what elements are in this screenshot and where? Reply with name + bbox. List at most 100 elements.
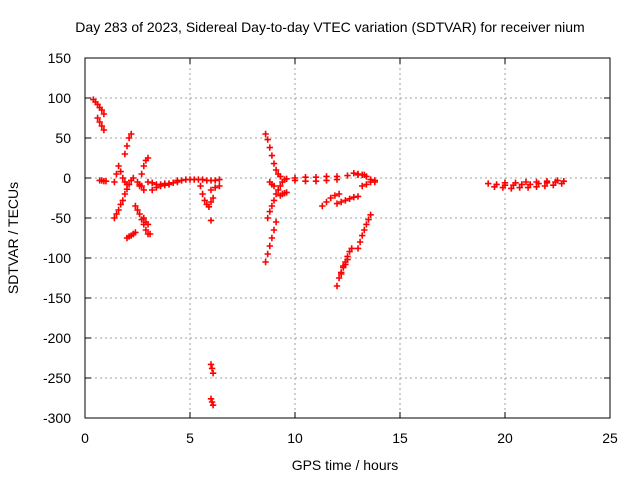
data-point bbox=[550, 182, 557, 189]
y-tick-label: 150 bbox=[48, 50, 72, 66]
data-point bbox=[216, 176, 223, 183]
data-point bbox=[128, 130, 135, 138]
data-point bbox=[359, 182, 366, 190]
data-point bbox=[140, 186, 147, 194]
data-point bbox=[134, 206, 141, 214]
data-point bbox=[121, 190, 129, 198]
y-tick-label: -250 bbox=[43, 370, 71, 386]
series-arc-1 bbox=[90, 96, 108, 134]
data-point bbox=[201, 197, 208, 204]
data-point bbox=[115, 206, 122, 214]
data-point bbox=[207, 186, 215, 194]
data-point bbox=[312, 178, 320, 185]
data-point bbox=[266, 208, 273, 215]
data-point bbox=[98, 122, 105, 130]
data-point bbox=[119, 197, 126, 204]
series-arc-8 bbox=[136, 154, 152, 190]
data-point bbox=[136, 210, 143, 218]
series-arc-6 bbox=[123, 229, 139, 242]
data-point bbox=[333, 282, 341, 290]
data-point bbox=[354, 193, 362, 200]
data-point bbox=[359, 171, 366, 178]
data-point bbox=[146, 230, 154, 238]
y-tick-label: 50 bbox=[55, 130, 71, 146]
series-arc-20 bbox=[262, 218, 280, 266]
data-point bbox=[363, 221, 370, 228]
series-arc-18 bbox=[207, 395, 217, 409]
x-tick-label: 25 bbox=[602, 430, 618, 446]
series-arc-15 bbox=[207, 182, 223, 194]
data-point bbox=[117, 201, 124, 208]
data-point bbox=[138, 170, 145, 178]
x-tick-label: 0 bbox=[81, 430, 89, 446]
data-point bbox=[165, 181, 173, 188]
series-arc-3 bbox=[111, 174, 137, 222]
data-point bbox=[96, 118, 103, 126]
series-arc-13 bbox=[174, 176, 223, 184]
y-tick-label: -100 bbox=[43, 250, 71, 266]
data-point bbox=[323, 198, 330, 206]
data-point bbox=[209, 402, 217, 409]
data-point bbox=[356, 238, 364, 246]
data-point bbox=[512, 179, 519, 186]
series-arc-21 bbox=[264, 176, 288, 222]
series-arc-5 bbox=[121, 130, 135, 158]
x-tick-label: 15 bbox=[392, 430, 408, 446]
data-point bbox=[140, 162, 147, 170]
series-arc-26 bbox=[319, 190, 343, 210]
data-point bbox=[115, 162, 122, 170]
data-point bbox=[264, 136, 271, 143]
data-point bbox=[499, 184, 507, 191]
data-point bbox=[272, 166, 280, 174]
series-arc-19 bbox=[262, 130, 284, 180]
data-point bbox=[342, 261, 349, 268]
chart-title: Day 283 of 2023, Sidereal Day-to-day VTE… bbox=[75, 19, 584, 35]
data-point bbox=[333, 200, 341, 207]
data-point bbox=[333, 176, 341, 183]
series-arc-31 bbox=[354, 211, 374, 252]
data-point bbox=[363, 173, 370, 180]
series-arc-27 bbox=[333, 193, 362, 207]
data-point bbox=[302, 178, 309, 185]
data-point bbox=[543, 178, 551, 185]
data-point bbox=[207, 395, 215, 402]
data-point bbox=[113, 210, 120, 218]
data-point bbox=[197, 182, 204, 190]
data-point bbox=[144, 154, 152, 162]
data-point bbox=[138, 182, 145, 190]
data-point bbox=[268, 152, 276, 159]
data-point bbox=[335, 274, 343, 282]
data-point bbox=[270, 160, 278, 167]
data-point bbox=[100, 126, 108, 134]
data-point bbox=[533, 178, 540, 186]
data-point bbox=[491, 183, 498, 190]
data-point bbox=[338, 198, 345, 206]
series-arc-12 bbox=[149, 181, 173, 194]
x-axis-label: GPS time / hours bbox=[292, 457, 399, 473]
data-point bbox=[323, 177, 330, 184]
data-point bbox=[199, 190, 206, 198]
data-point bbox=[558, 180, 565, 187]
data-point bbox=[264, 250, 271, 258]
x-tick-label: 10 bbox=[287, 430, 303, 446]
data-point bbox=[117, 168, 124, 175]
data-point bbox=[111, 214, 118, 222]
data-point bbox=[268, 234, 276, 242]
data-point bbox=[319, 202, 326, 210]
data-point bbox=[272, 190, 280, 198]
data-point bbox=[262, 130, 269, 138]
data-point bbox=[100, 110, 108, 118]
data-point bbox=[331, 192, 339, 199]
data-point bbox=[125, 134, 133, 142]
data-point bbox=[277, 182, 284, 190]
series-arc-14 bbox=[197, 182, 217, 210]
series-arc-2 bbox=[96, 177, 110, 185]
data-point bbox=[342, 197, 349, 204]
data-point bbox=[344, 172, 351, 179]
data-point bbox=[130, 174, 137, 182]
x-tick-label: 5 bbox=[186, 430, 194, 446]
plot-frame bbox=[84, 57, 611, 419]
data-point bbox=[132, 202, 139, 210]
data-point bbox=[123, 142, 131, 150]
